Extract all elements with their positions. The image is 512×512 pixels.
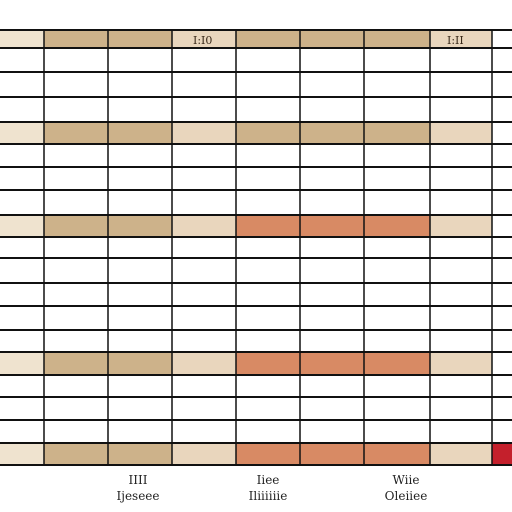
row-band-8 — [236, 122, 430, 144]
row-band-20 — [0, 443, 44, 465]
row-band-24 — [430, 443, 492, 465]
row-fills — [0, 30, 512, 465]
footer-labels: IIII Ijeseee Iiee Iliiiiiie Wiie Oleiiee — [116, 473, 427, 503]
footer-label-3-line1: Wiie — [393, 473, 420, 487]
cell-labels: I:I0 I:II — [193, 34, 464, 47]
row-band-9 — [430, 122, 492, 144]
footer-label-2-line1: Iiee — [257, 473, 280, 487]
footer-label-3-line2: Oleiiee — [385, 489, 428, 503]
row-band-22 — [172, 443, 236, 465]
grid-lines — [0, 29, 512, 466]
footer-label-1-line2: Ijeseee — [116, 489, 159, 503]
row-band-0 — [0, 30, 44, 48]
row-band-19 — [430, 352, 492, 375]
row-band-5 — [0, 122, 44, 144]
footer-label-1-line1: IIII — [129, 473, 148, 487]
row-band-13 — [236, 215, 430, 237]
row-band-17 — [172, 352, 236, 375]
cell-label-0: I:I0 — [193, 34, 212, 47]
row-band-23 — [236, 443, 430, 465]
row-band-3 — [236, 30, 430, 48]
cell-label-1: I:II — [447, 34, 464, 47]
row-band-18 — [236, 352, 430, 375]
row-band-2 — [172, 30, 236, 48]
row-band-15 — [0, 352, 44, 375]
row-band-25 — [492, 443, 512, 465]
row-band-7 — [172, 122, 236, 144]
row-band-12 — [172, 215, 236, 237]
footer-label-2-line2: Iliiiiiie — [249, 489, 288, 503]
row-band-14 — [430, 215, 492, 237]
row-band-4 — [430, 30, 492, 48]
row-band-10 — [0, 215, 44, 237]
